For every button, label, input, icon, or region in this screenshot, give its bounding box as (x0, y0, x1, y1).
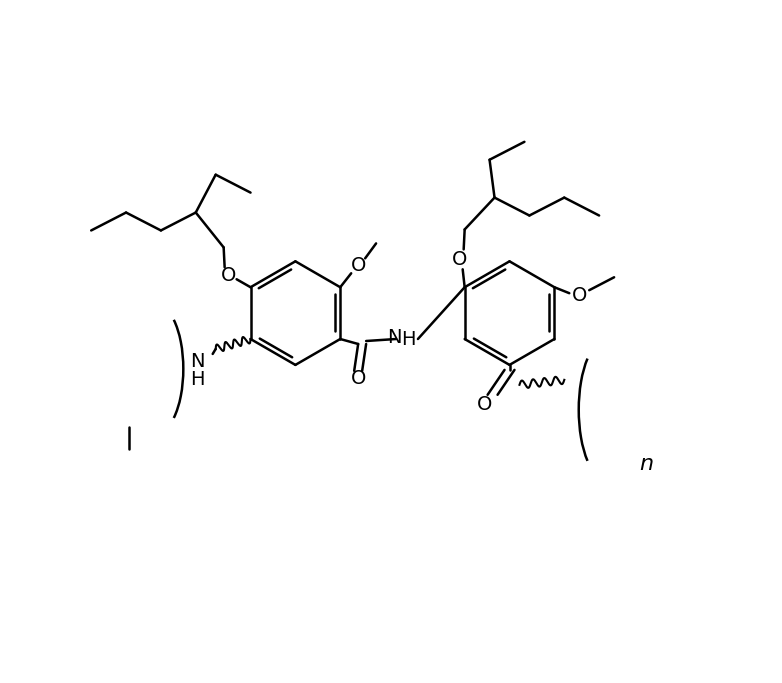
Text: H: H (191, 370, 205, 389)
Text: O: O (221, 266, 236, 285)
Text: O: O (572, 285, 587, 305)
Text: O: O (452, 250, 468, 269)
Text: H: H (400, 329, 415, 348)
Text: n: n (639, 454, 653, 475)
Text: O: O (350, 256, 366, 275)
Text: N: N (191, 352, 205, 372)
Text: O: O (477, 395, 493, 415)
Text: N: N (387, 328, 401, 346)
Text: O: O (350, 370, 366, 389)
